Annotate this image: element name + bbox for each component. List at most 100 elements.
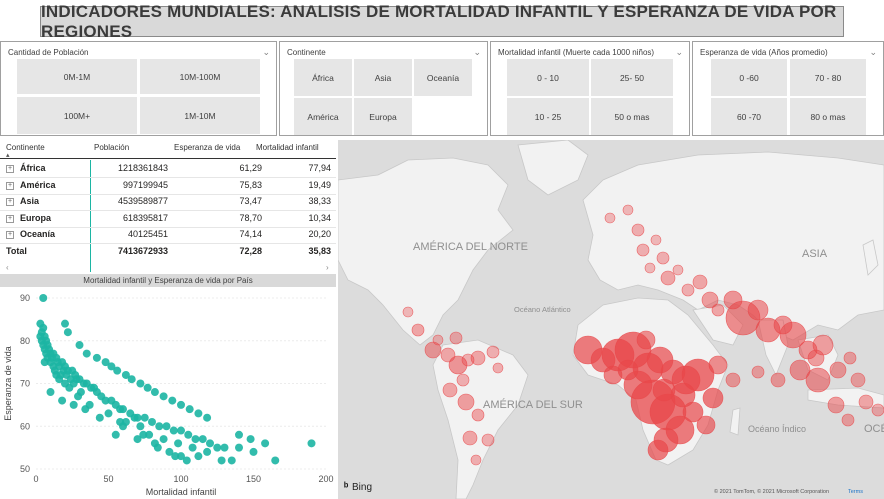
country-bubble[interactable] <box>486 345 500 359</box>
country-bubble[interactable] <box>631 223 645 237</box>
country-bubble[interactable] <box>681 358 715 392</box>
expand-plus-icon[interactable]: + <box>6 214 14 223</box>
country-bubbles[interactable] <box>402 204 884 466</box>
country-bubble[interactable] <box>462 430 478 446</box>
country-bubble[interactable] <box>442 382 458 398</box>
table-row-africa[interactable]: + África 1218361843 61,29 77,94 <box>0 161 336 177</box>
country-bubble[interactable] <box>827 396 845 414</box>
table-row-asia[interactable]: + Asia 4539589877 73,47 38,33 <box>0 194 336 210</box>
bing-logo-text: Bing <box>352 482 372 493</box>
expand-plus-icon[interactable]: + <box>6 165 14 173</box>
country-bubble[interactable] <box>701 291 719 309</box>
slicer-option-esp-60-70[interactable]: 60 -70 <box>711 98 787 135</box>
country-bubble[interactable] <box>725 372 741 388</box>
slicer-option-oceania[interactable]: Oceanía <box>414 59 472 96</box>
scatter-point <box>145 430 154 439</box>
expand-plus-icon[interactable]: + <box>6 198 14 206</box>
country-bubble[interactable] <box>636 243 650 257</box>
chevron-down-icon[interactable]: ⌄ <box>869 47 877 57</box>
country-bubble[interactable] <box>603 365 623 385</box>
scroll-left-icon[interactable]: ‹ <box>6 263 9 272</box>
country-bubble[interactable] <box>402 306 414 318</box>
country-bubble[interactable] <box>711 303 725 317</box>
table-row-oceania[interactable]: + Oceanía 40125451 74,14 20,20 <box>0 227 336 243</box>
slicer-option-esp-70-80[interactable]: 70 - 80 <box>790 59 866 96</box>
country-bubble[interactable] <box>457 393 475 411</box>
country-bubble[interactable] <box>805 367 831 393</box>
country-bubble[interactable] <box>604 212 616 224</box>
country-bubble[interactable] <box>871 403 884 417</box>
slicer-option-mort-0-10[interactable]: 0 - 10 <box>507 59 589 96</box>
country-bubble[interactable] <box>841 413 855 427</box>
map-svg[interactable]: AMÉRICA DEL NORTE ASIA Océano Atlántico … <box>338 140 884 499</box>
country-bubble[interactable] <box>807 349 825 367</box>
country-bubble[interactable] <box>411 323 425 337</box>
expand-plus-icon[interactable]: + <box>6 181 14 190</box>
table-row-america[interactable]: + América 997199945 75,83 19,49 <box>0 178 336 194</box>
slicer-option-0m-1m[interactable]: 0M-1M <box>17 59 137 94</box>
country-bubble[interactable] <box>424 341 442 359</box>
y-tick-label: 60 <box>20 421 30 431</box>
country-bubble[interactable] <box>696 415 716 435</box>
country-bubble[interactable] <box>660 270 676 286</box>
slicer-option-100m-plus[interactable]: 100M+ <box>17 97 137 134</box>
country-bubble[interactable] <box>650 234 662 246</box>
col-header-mortalidad[interactable]: Mortalidad infantil <box>256 143 319 152</box>
slicer-option-mort-25-50[interactable]: 25- 50 <box>591 59 673 96</box>
country-bubble[interactable] <box>432 334 444 346</box>
map-terms-link[interactable]: Terms <box>848 489 863 495</box>
slicer-option-esp-80-plus[interactable]: 80 o mas <box>790 98 866 135</box>
country-bubble[interactable] <box>708 355 728 375</box>
country-bubble[interactable] <box>470 454 482 466</box>
country-bubble[interactable] <box>449 331 463 345</box>
country-bubble[interactable] <box>850 372 866 388</box>
x-tick-label: 0 <box>33 474 38 484</box>
slicer-option-america[interactable]: América <box>294 98 352 135</box>
country-bubble[interactable] <box>747 299 769 321</box>
slicer-option-1m-10m[interactable]: 1M-10M <box>140 97 260 134</box>
expand-plus-icon[interactable]: + <box>6 231 14 239</box>
country-bubble[interactable] <box>702 387 724 409</box>
country-bubble[interactable] <box>829 361 847 379</box>
country-bubble[interactable] <box>644 262 656 274</box>
slicer-option-esp-0-60[interactable]: 0 -60 <box>711 59 787 96</box>
country-bubble[interactable] <box>492 362 504 374</box>
country-bubble[interactable] <box>681 283 695 297</box>
chevron-down-icon[interactable]: ⌄ <box>675 47 683 57</box>
chevron-down-icon[interactable]: ⌄ <box>473 47 481 57</box>
country-bubble[interactable] <box>858 394 874 410</box>
country-bubble[interactable] <box>692 274 708 290</box>
country-bubble[interactable] <box>656 251 670 265</box>
col-header-esperanza[interactable]: Esperanza de vida <box>174 143 241 152</box>
country-bubble[interactable] <box>470 350 486 366</box>
col-header-continente[interactable]: Continente <box>6 143 45 152</box>
country-bubble[interactable] <box>481 433 495 447</box>
slicer-option-mort-10-25[interactable]: 10 - 25 <box>507 98 589 135</box>
country-bubble[interactable] <box>622 204 634 216</box>
x-tick-label: 200 <box>318 474 333 484</box>
bubble-map[interactable]: AMÉRICA DEL NORTE ASIA Océano Atlántico … <box>338 140 884 499</box>
slicer-option-asia[interactable]: Asia <box>354 59 412 96</box>
country-bubble[interactable] <box>751 365 765 379</box>
country-bubble[interactable] <box>456 373 470 387</box>
country-bubble[interactable] <box>843 351 857 365</box>
col-header-poblacion[interactable]: Población <box>94 143 130 152</box>
country-bubble[interactable] <box>647 439 669 461</box>
country-bubble[interactable] <box>471 408 485 422</box>
chevron-down-icon[interactable]: ⌄ <box>262 47 270 57</box>
slicer-option-mort-50-plus[interactable]: 50 o mas <box>591 98 673 135</box>
slicer-option-africa[interactable]: África <box>294 59 352 96</box>
country-bubble[interactable] <box>770 372 786 388</box>
slicer-option-10m-100m[interactable]: 10M-100M <box>140 59 260 94</box>
country-bubble[interactable] <box>448 355 468 375</box>
table-row-europa[interactable]: + Europa 618395817 78,70 10,34 <box>0 211 336 227</box>
country-bubble[interactable] <box>789 359 811 381</box>
scroll-right-icon[interactable]: › <box>326 263 329 272</box>
country-bubble[interactable] <box>670 382 696 408</box>
country-bubble[interactable] <box>636 330 656 350</box>
country-bubble[interactable] <box>779 321 807 349</box>
country-bubble[interactable] <box>672 264 684 276</box>
slicer-option-europa[interactable]: Europa <box>354 98 412 135</box>
sort-asc-icon[interactable]: ▴ <box>6 152 10 159</box>
x-tick-label: 150 <box>246 474 261 484</box>
